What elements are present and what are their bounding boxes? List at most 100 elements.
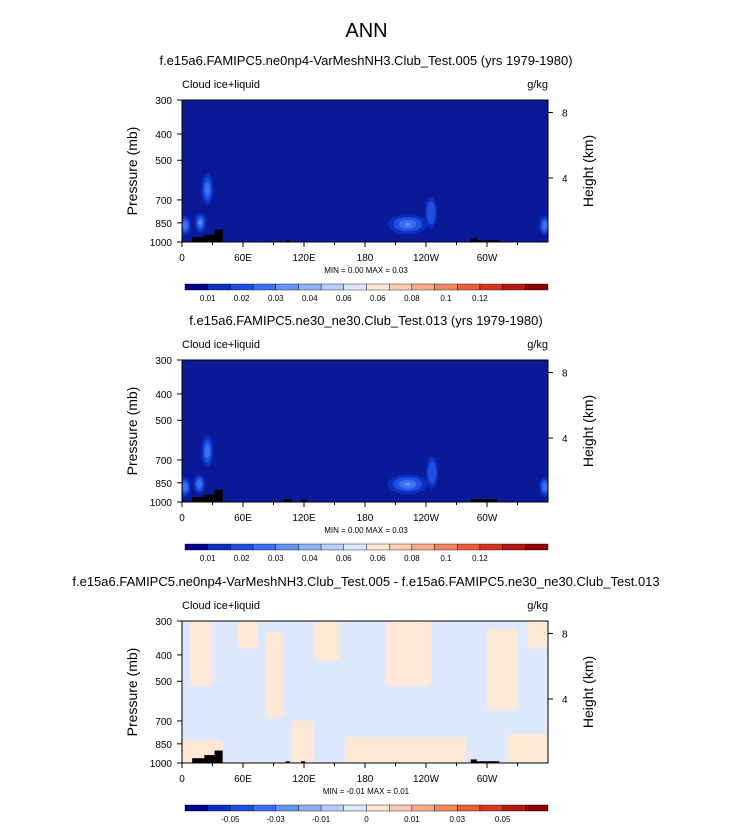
terrain-block — [214, 750, 223, 763]
y-tick-label: 400 — [155, 390, 172, 401]
colorbar-swatch — [343, 543, 367, 551]
colorbar-swatch — [366, 283, 390, 291]
terrain-block — [285, 761, 290, 763]
colorbar-swatch — [366, 804, 390, 812]
y-tick-label: 500 — [155, 677, 172, 688]
colorbar-label: 0.06 — [336, 294, 352, 303]
y-tick-label: 700 — [155, 456, 172, 467]
field-background — [182, 100, 548, 242]
x-tick-label: 0 — [179, 513, 185, 524]
colorbar-label: 0.08 — [404, 554, 420, 563]
min-max-stats: MIN = -0.01 MAX = 0.01 — [323, 787, 410, 796]
y-tick-label: 400 — [155, 651, 172, 662]
y2-tick-label: 8 — [562, 368, 568, 379]
terrain-block — [214, 489, 223, 502]
contour-feature-pacific-east-upper — [426, 456, 439, 489]
colorbar-swatch — [252, 543, 276, 551]
y-tick-label: 1000 — [150, 238, 173, 249]
positive-anomaly-region — [190, 621, 213, 686]
plot-area — [182, 360, 548, 502]
colorbar-label: 0.01 — [404, 815, 420, 824]
field-name-label: Cloud ice+liquid — [182, 79, 260, 91]
colorbar-swatch — [230, 283, 254, 291]
colorbar-swatch — [207, 283, 231, 291]
contour-level — [542, 221, 548, 230]
contour-level — [182, 221, 188, 230]
colorbar-swatch — [479, 283, 503, 291]
min-max-stats: MIN = 0.00 MAX = 0.03 — [324, 526, 408, 535]
y-tick-label: 500 — [155, 156, 172, 167]
colorbar-swatch — [388, 543, 413, 551]
contour-feature-atlantic-west — [182, 215, 192, 236]
x-tick-label: 0 — [179, 253, 185, 264]
colorbar-swatch — [502, 804, 526, 812]
terrain-block — [192, 237, 205, 242]
y-tick-label: 700 — [155, 717, 172, 728]
x-tick-label: 180 — [357, 253, 374, 264]
positive-anomaly-region — [237, 621, 259, 649]
positive-anomaly-region — [527, 621, 548, 649]
terrain-block — [470, 499, 498, 502]
x-tick-label: 60E — [234, 774, 252, 785]
colorbar-label: 0.06 — [370, 554, 386, 563]
colorbar-swatch — [457, 804, 481, 812]
y2-tick-label: 8 — [562, 108, 568, 119]
colorbar-swatch — [457, 283, 481, 291]
colorbar-label: 0.02 — [234, 554, 250, 563]
positive-anomaly-region — [265, 632, 284, 718]
colorbar-label: 0.08 — [404, 294, 420, 303]
contour-feature-atlantic-east — [538, 476, 548, 497]
colorbar-swatch — [320, 543, 345, 551]
colorbar-swatch — [411, 543, 435, 551]
colorbar-swatch — [184, 804, 208, 812]
y-tick-label: 400 — [155, 130, 172, 141]
colorbar-swatch — [434, 804, 458, 812]
terrain-block — [192, 497, 205, 502]
terrain-block — [470, 759, 477, 763]
colorbar-label: 0.03 — [268, 294, 284, 303]
colorbar-swatch — [411, 283, 435, 291]
colorbar-label: 0.04 — [302, 294, 318, 303]
colorbar-swatch — [275, 283, 299, 291]
colorbar-label: -0.01 — [312, 815, 331, 824]
terrain-block — [300, 761, 306, 763]
terrain-block — [192, 758, 205, 763]
colorbar-label: 0.01 — [200, 554, 216, 563]
colorbar-swatch — [457, 543, 481, 551]
y-tick-label: 500 — [155, 416, 172, 427]
terrain-block — [476, 761, 500, 763]
colorbar-swatch — [252, 804, 276, 812]
colorbar-label: 0.1 — [440, 554, 452, 563]
terrain-block — [204, 494, 215, 502]
x-tick-label: 60W — [477, 513, 498, 524]
contour-feature-atlantic-east — [538, 215, 548, 236]
y-tick-label: 700 — [155, 196, 172, 207]
panel-title: f.e15a6.FAMIPC5.ne0np4-VarMeshNH3.Club_T… — [159, 53, 572, 68]
contour-feature-africa-upper — [201, 435, 214, 468]
colorbar-label: 0.02 — [234, 294, 250, 303]
units-label: g/kg — [527, 600, 548, 612]
colorbar-swatch — [388, 283, 413, 291]
colorbar-label: 0.12 — [472, 554, 488, 563]
x-tick-label: 60W — [477, 774, 498, 785]
contour-feature-pacific-east — [387, 214, 428, 235]
colorbar-swatch — [298, 804, 322, 812]
y-axis-label: Pressure (mb) — [124, 127, 140, 216]
colorbar-swatch — [434, 543, 458, 551]
colorbar-swatch — [184, 543, 208, 551]
y2-tick-label: 4 — [562, 434, 568, 445]
positive-anomaly-region — [344, 736, 467, 763]
contour-feature-atlantic-west — [182, 476, 192, 497]
colorbar-swatch — [184, 283, 208, 291]
y-tick-label: 300 — [155, 96, 172, 107]
y-tick-label: 300 — [155, 617, 172, 628]
x-tick-label: 180 — [357, 513, 374, 524]
colorbar-swatch — [502, 543, 526, 551]
positive-anomaly-region — [487, 628, 518, 711]
units-label: g/kg — [527, 79, 548, 91]
y-tick-label: 850 — [155, 740, 172, 751]
colorbar-label: -0.05 — [221, 815, 240, 824]
x-tick-label: 120W — [413, 774, 440, 785]
units-label: g/kg — [527, 339, 548, 351]
